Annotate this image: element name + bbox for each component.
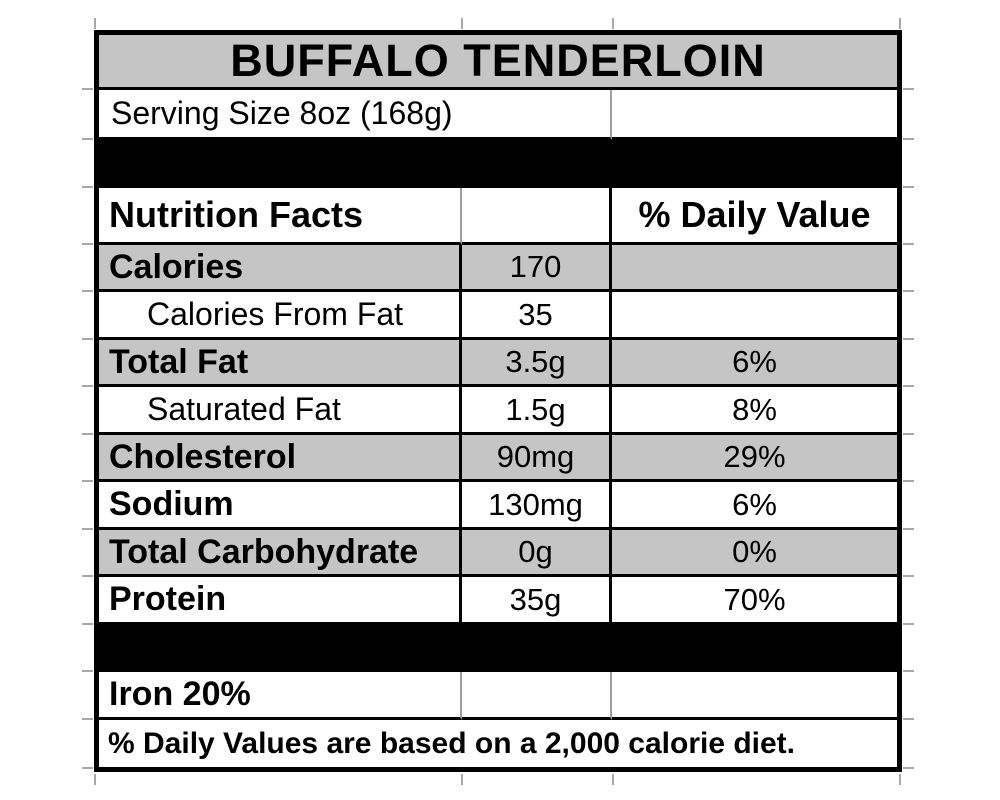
- iron-amount-spacer-cell: [462, 672, 612, 720]
- row-total-carbohydrate-name: Total Carbohydrate: [99, 530, 462, 577]
- row-calories-amount: 170: [462, 245, 612, 292]
- row-saturated-fat-amount: 1.5g: [462, 387, 612, 435]
- row-sodium-amount: 130mg: [462, 482, 612, 530]
- iron-value: Iron 20%: [99, 672, 462, 720]
- gridline-tick: [903, 670, 914, 672]
- row-cholesterol-name: Cholesterol: [99, 435, 462, 482]
- gridline-tick: [612, 774, 614, 785]
- gridline-tick: [903, 623, 914, 625]
- iron-daily-value-spacer-cell: [612, 672, 897, 720]
- gridline-tick: [82, 718, 93, 720]
- gridline-tick: [94, 18, 96, 29]
- gridline-tick: [82, 385, 93, 387]
- row-total-carbohydrate-daily-value: 0%: [612, 530, 897, 577]
- gridline-tick: [82, 186, 93, 188]
- row-total-carbohydrate-amount: 0g: [462, 530, 612, 577]
- header-amount-spacer-cell: [462, 188, 612, 245]
- serving-size: Serving Size 8oz (168g): [99, 90, 612, 140]
- row-calories-from-fat-name: Calories From Fat: [99, 292, 462, 340]
- gridline-tick: [82, 338, 93, 340]
- gridline-tick: [461, 774, 463, 785]
- row-calories-name: Calories: [99, 245, 462, 292]
- row-protein-daily-value: 70%: [612, 577, 897, 625]
- gridline-tick: [903, 767, 914, 769]
- header-daily-value: % Daily Value: [612, 188, 897, 245]
- row-protein-amount: 35g: [462, 577, 612, 625]
- row-cholesterol-daily-value: 29%: [612, 435, 897, 482]
- row-cholesterol-amount: 90mg: [462, 435, 612, 482]
- gridline-tick: [82, 88, 93, 90]
- product-title: BUFFALO TENDERLOIN: [99, 35, 897, 90]
- gridline-tick: [82, 528, 93, 530]
- gridline-tick: [903, 338, 914, 340]
- row-sodium-name: Sodium: [99, 482, 462, 530]
- row-saturated-fat-daily-value: 8%: [612, 387, 897, 435]
- gridline-tick: [612, 18, 614, 29]
- separator-band-top: [99, 140, 897, 188]
- gridline-tick: [94, 774, 96, 785]
- serving-size-spacer-cell: [612, 90, 897, 140]
- row-calories-from-fat-amount: 35: [462, 292, 612, 340]
- gridline-tick: [899, 18, 901, 29]
- nutrition-facts-table: BUFFALO TENDERLOIN Serving Size 8oz (168…: [94, 30, 902, 772]
- gridline-tick: [82, 670, 93, 672]
- gridline-tick: [82, 623, 93, 625]
- gridline-tick: [903, 385, 914, 387]
- gridline-tick: [903, 528, 914, 530]
- gridline-tick: [903, 290, 914, 292]
- gridline-tick: [903, 186, 914, 188]
- row-total-fat-daily-value: 6%: [612, 340, 897, 387]
- row-saturated-fat-name: Saturated Fat: [99, 387, 462, 435]
- row-calories-daily-value: [612, 245, 897, 292]
- gridline-tick: [82, 480, 93, 482]
- gridline-tick: [903, 138, 914, 140]
- gridline-tick: [82, 243, 93, 245]
- gridline-tick: [82, 433, 93, 435]
- gridline-tick: [82, 767, 93, 769]
- gridline-tick: [903, 575, 914, 577]
- row-sodium-daily-value: 6%: [612, 482, 897, 530]
- row-total-fat-name: Total Fat: [99, 340, 462, 387]
- gridline-tick: [903, 480, 914, 482]
- gridline-tick: [461, 18, 463, 29]
- gridline-tick: [903, 88, 914, 90]
- separator-band-bottom: [99, 625, 897, 672]
- gridline-tick: [82, 138, 93, 140]
- gridline-tick: [82, 575, 93, 577]
- daily-value-footnote: % Daily Values are based on a 2,000 calo…: [108, 726, 796, 760]
- gridline-tick: [899, 774, 901, 785]
- row-protein-name: Protein: [99, 577, 462, 625]
- gridline-tick: [82, 290, 93, 292]
- gridline-tick: [903, 718, 914, 720]
- gridline-tick: [903, 243, 914, 245]
- row-calories-from-fat-daily-value: [612, 292, 897, 340]
- gridline-tick: [903, 433, 914, 435]
- header-nutrition-facts: Nutrition Facts: [99, 188, 462, 245]
- row-total-fat-amount: 3.5g: [462, 340, 612, 387]
